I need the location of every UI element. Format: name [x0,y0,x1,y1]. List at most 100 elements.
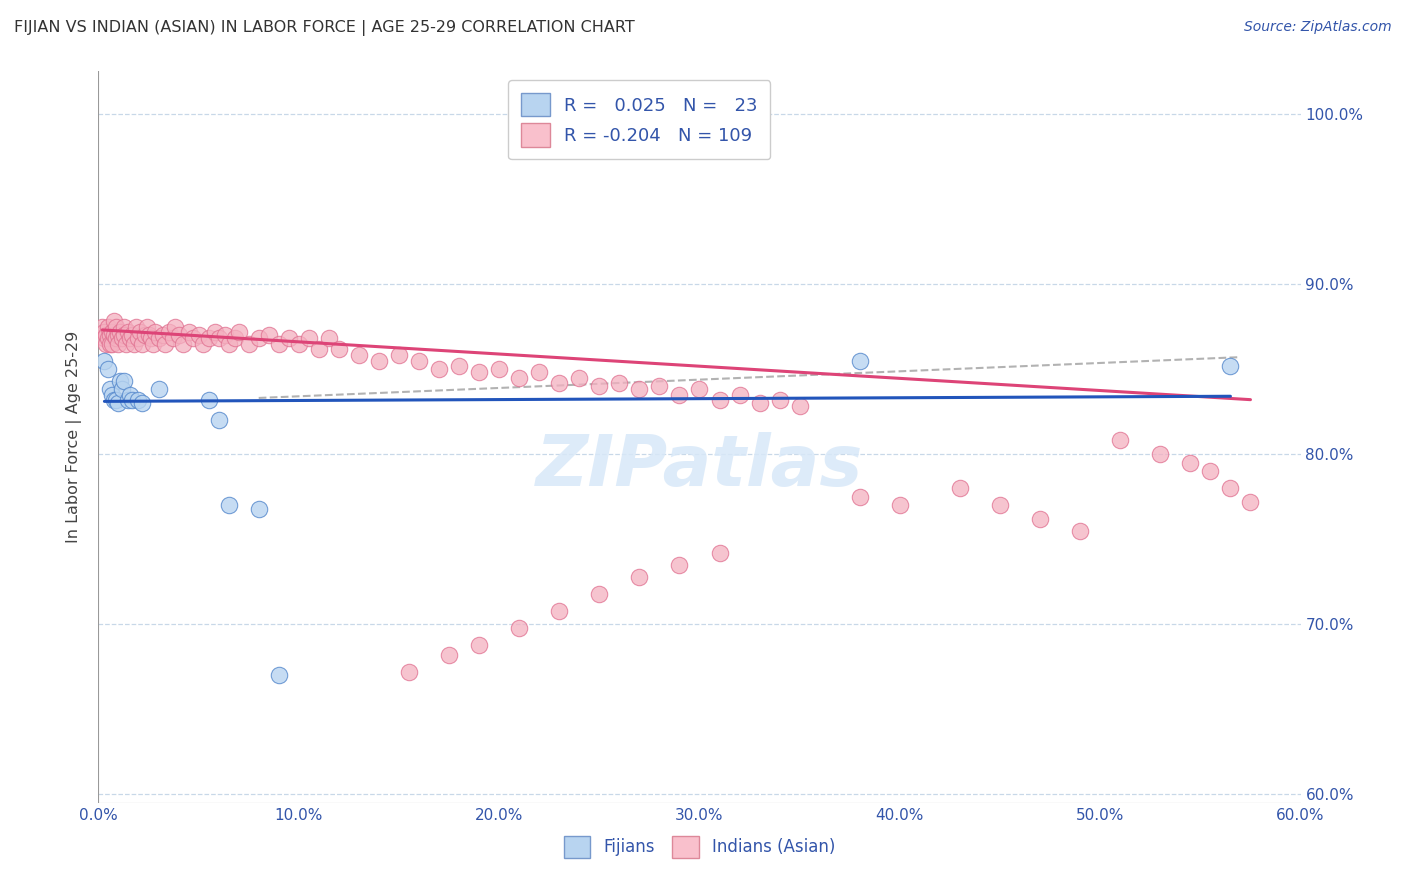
Point [247,331,270,345]
Point [588,379,610,393]
Point [181,331,204,345]
Point [1069,524,1091,538]
Point [257,328,280,343]
Point [103,328,125,343]
Point [115,336,138,351]
Point [105,319,128,334]
Point [588,586,610,600]
Point [568,370,591,384]
Point [849,490,872,504]
Point [117,325,139,339]
Point [427,362,450,376]
Point [1109,434,1132,448]
Point [468,638,491,652]
Point [308,342,330,356]
Point [121,328,143,343]
Point [529,366,551,380]
Point [197,331,219,345]
Point [949,481,972,495]
Point [97,362,120,376]
Point [93,325,115,339]
Point [129,325,152,339]
Point [214,328,236,343]
Point [131,336,153,351]
Point [111,331,134,345]
Point [609,376,631,390]
Point [318,331,340,345]
Point [447,359,470,373]
Point [110,325,132,339]
Point [114,319,136,334]
Point [105,392,128,407]
Point [121,392,143,407]
Point [1180,456,1202,470]
Point [648,379,671,393]
Point [191,336,214,351]
Point [548,376,571,390]
Text: Source: ZipAtlas.com: Source: ZipAtlas.com [1244,20,1392,34]
Point [163,319,186,334]
Point [172,336,194,351]
Point [152,328,174,343]
Point [748,396,770,410]
Point [135,319,157,334]
Point [668,558,690,572]
Point [1239,494,1261,508]
Point [204,325,226,339]
Point [889,498,911,512]
Point [177,325,200,339]
Text: FIJIAN VS INDIAN (ASIAN) IN LABOR FORCE | AGE 25-29 CORRELATION CHART: FIJIAN VS INDIAN (ASIAN) IN LABOR FORCE … [14,20,636,36]
Point [134,328,156,343]
Point [128,331,150,345]
Point [689,383,711,397]
Point [628,383,651,397]
Point [1219,481,1241,495]
Point [167,328,190,343]
Point [114,374,136,388]
Point [97,319,120,334]
Point [110,374,132,388]
Point [277,331,299,345]
Point [141,336,163,351]
Point [91,319,114,334]
Point [107,328,129,343]
Point [117,392,139,407]
Point [267,336,290,351]
Point [668,387,690,401]
Point [1029,512,1052,526]
Point [120,387,142,401]
Point [96,328,118,343]
Point [162,331,184,345]
Point [224,331,246,345]
Point [107,396,129,410]
Point [105,331,128,345]
Point [120,331,142,345]
Point [408,353,430,368]
Point [208,331,231,345]
Point [218,498,240,512]
Point [548,604,571,618]
Point [157,325,180,339]
Point [388,348,411,362]
Point [1199,464,1222,478]
Point [709,546,731,560]
Point [709,392,731,407]
Point [347,348,370,362]
Point [93,353,115,368]
Point [107,336,129,351]
Point [288,336,311,351]
Point [769,392,792,407]
Point [789,400,811,414]
Point [218,336,240,351]
Point [298,331,321,345]
Point [508,621,530,635]
Point [728,387,751,401]
Point [103,392,125,407]
Point [124,336,146,351]
Point [628,569,651,583]
Point [143,325,166,339]
Point [208,413,231,427]
Point [111,383,134,397]
Point [96,336,118,351]
Point [238,336,260,351]
